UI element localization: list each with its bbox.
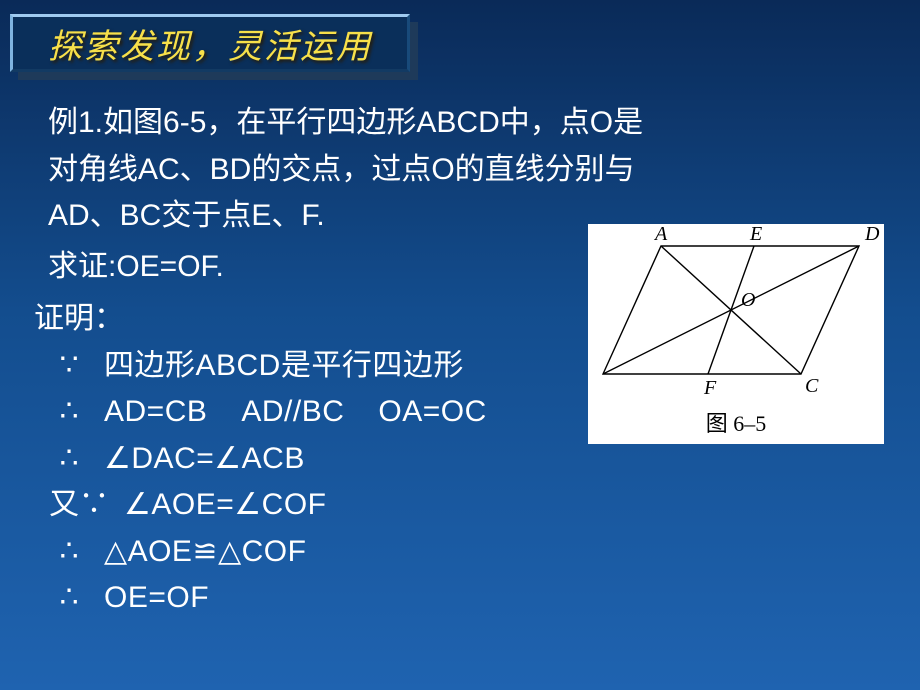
svg-text:O: O [741,289,755,311]
svg-text:D: D [864,224,880,245]
title-text: 探索发现，灵活运用 [48,19,372,68]
problem-line-2: 对角线AC、BD的交点，过点O的直线分别与 [48,147,868,194]
proof-symbol: 又∵ [34,482,124,529]
proof-symbol: ∴ [34,529,104,576]
svg-text:E: E [749,224,762,245]
proof-text: 四边形ABCD是平行四边形 [104,343,464,390]
proof-text: OE=OF [104,575,209,622]
svg-text:A: A [653,224,668,245]
proof-text: ∠DAC=∠ACB [104,436,305,483]
title-plaque-front: 探索发现，灵活运用 [10,14,410,72]
figure-caption: 图 6–5 [706,406,767,438]
proof-text: ∠AOE=∠COF [124,482,327,529]
proof-symbol: ∴ [34,389,104,436]
proof-text: △AOE≌△COF [104,529,306,576]
proof-symbol: ∵ [34,343,104,390]
proof-step-4: 又∵ ∠AOE=∠COF [34,482,890,529]
problem-line-1: 例1.如图6-5，在平行四边形ABCD中，点O是 [48,100,868,147]
figure-box: ABCDEFO 图 6–5 [588,224,884,444]
proof-step-5: ∴ △AOE≌△COF [34,529,890,576]
proof-text: AD=CB AD//BC OA=OC AD=CBAD//BCOA=OC [104,389,487,436]
parallelogram-diagram: ABCDEFO [591,224,881,404]
proof-step-6: ∴ OE=OF [34,575,890,622]
title-plaque: 探索发现，灵活运用 [10,14,418,80]
svg-text:C: C [805,375,819,397]
svg-text:F: F [703,377,717,399]
proof-symbol: ∴ [34,575,104,622]
proof-symbol: ∴ [34,436,104,483]
